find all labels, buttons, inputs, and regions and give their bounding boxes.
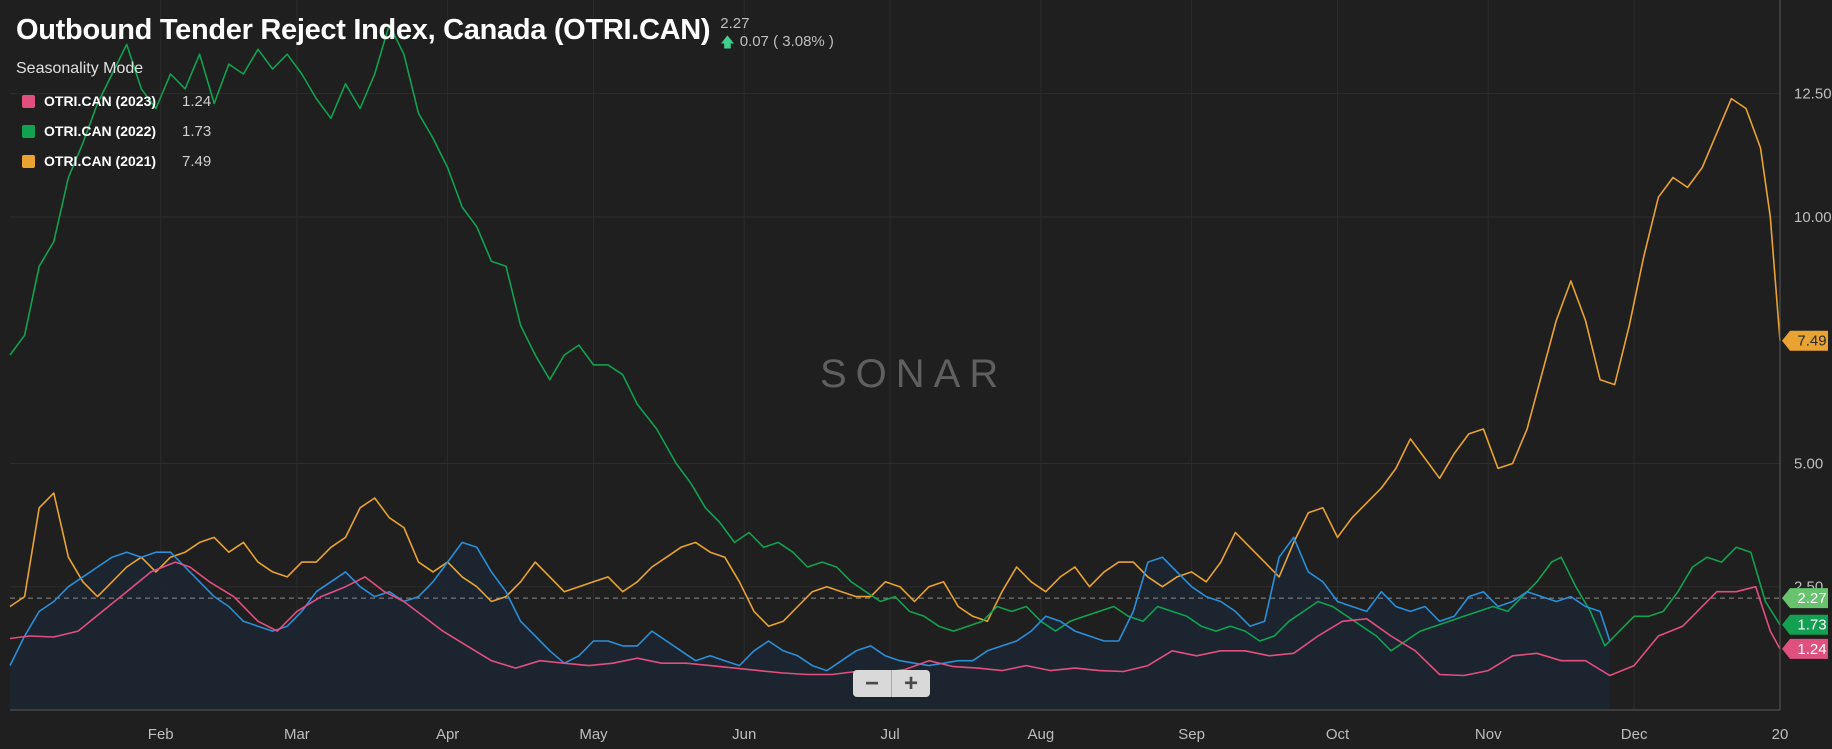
x-tick-label: Oct: [1326, 726, 1350, 743]
legend-label: OTRI.CAN (2021): [44, 153, 157, 169]
x-tick-label: Sep: [1178, 726, 1205, 743]
x-tick-label: Nov: [1475, 726, 1502, 743]
y-tick-label: 12.50: [1794, 86, 1832, 103]
change-row: 🡅 0.07 ( 3.08% ): [720, 33, 834, 51]
y-tick-label: 10.00: [1794, 209, 1832, 226]
legend: OTRI.CAN (2023) 1.24 OTRI.CAN (2022) 1.7…: [22, 86, 211, 176]
chart-grid: [10, 0, 1780, 710]
badge-2021-label: 7.49: [1797, 333, 1826, 350]
badge-current-label: 2.27: [1797, 590, 1826, 607]
arrow-up-icon: 🡅: [720, 34, 735, 50]
legend-label: OTRI.CAN (2023): [44, 93, 157, 109]
badge-2023-shape: [1782, 638, 1828, 659]
zoom-controls: − +: [853, 670, 930, 697]
value-badges: 7.49 2.27 1.73 1.24: [1782, 330, 1828, 659]
x-tick-label: 20: [1772, 726, 1789, 743]
x-tick-label: Jun: [732, 726, 756, 743]
legend-value: 7.49: [182, 152, 212, 170]
zoom-in-button[interactable]: +: [891, 670, 930, 697]
legend-value: 1.24: [182, 92, 212, 110]
y-tick-label: 5.00: [1794, 455, 1823, 472]
badge-2023-label: 1.24: [1797, 641, 1826, 658]
legend-item-2021[interactable]: OTRI.CAN (2021) 7.49: [22, 146, 211, 176]
legend-swatch-2023: [22, 94, 35, 108]
badge-2022-label: 1.73: [1797, 617, 1826, 634]
quote-box: 2.27 🡅 0.07 ( 3.08% ): [720, 15, 834, 51]
badge-current-shape: [1782, 588, 1828, 609]
current-series-area: [10, 537, 1610, 710]
x-tick-label: Dec: [1621, 726, 1648, 743]
x-tick-label: Feb: [148, 726, 174, 743]
legend-value: 1.73: [182, 122, 212, 140]
series-line-current: [9, 536, 1611, 672]
current-area-fill: [10, 537, 1610, 710]
chart-title: Outbound Tender Reject Index, Canada (OT…: [16, 14, 711, 46]
legend-label: OTRI.CAN (2022): [44, 123, 157, 139]
x-tick-label: May: [579, 726, 608, 743]
badge-2021-shape: [1782, 330, 1828, 351]
chart-series: [9, 23, 1781, 677]
last-value: 2.27: [720, 15, 750, 32]
x-tick-label: Jul: [881, 726, 900, 743]
change-value: 0.07 ( 3.08% ): [739, 33, 834, 50]
x-tick-label: Aug: [1028, 726, 1055, 743]
legend-swatch-2021: [22, 154, 35, 168]
badge-2022-shape: [1782, 614, 1828, 635]
x-tick-label: Mar: [284, 726, 310, 743]
legend-item-2023[interactable]: OTRI.CAN (2023) 1.24: [22, 86, 211, 116]
chart-header: Outbound Tender Reject Index, Canada (OT…: [16, 14, 834, 51]
sonar-watermark: SONAR: [820, 352, 1008, 396]
zoom-out-button[interactable]: −: [864, 670, 879, 697]
seasonality-mode-label: Seasonality Mode: [16, 60, 144, 77]
legend-item-2022[interactable]: OTRI.CAN (2022) 1.73: [22, 116, 211, 146]
series-line-2021: [9, 97, 1781, 628]
x-tick-label: Apr: [436, 726, 459, 743]
series-line-2022: [9, 23, 1781, 652]
legend-swatch-2022: [22, 124, 35, 138]
